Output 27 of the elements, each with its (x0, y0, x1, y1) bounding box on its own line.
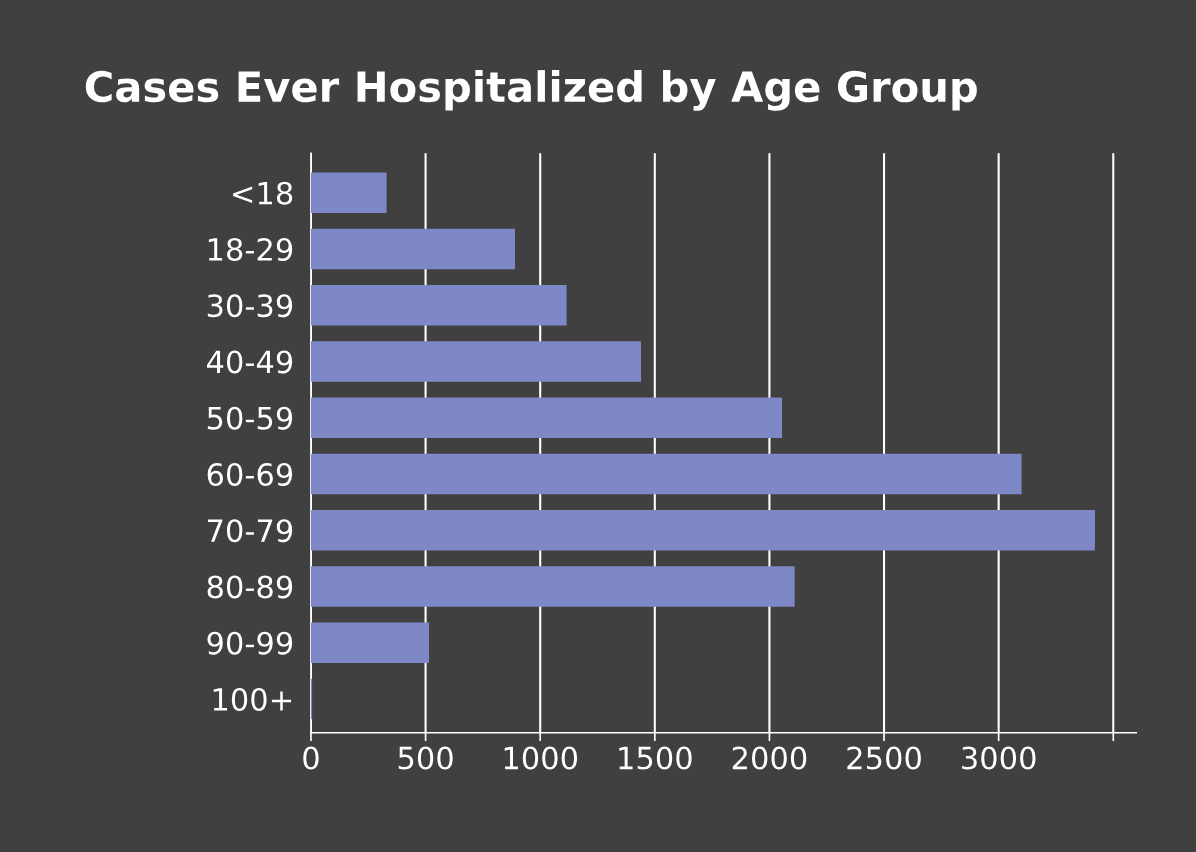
x-tick-label: 0 (303, 746, 319, 770)
y-tick-label: 18-29 (208, 237, 293, 262)
y-tick-label: 100+ (213, 687, 292, 712)
y-tick-label: 60-69 (207, 462, 293, 487)
x-tick-label: 3000 (962, 746, 1036, 770)
bar (310, 566, 795, 607)
bar (310, 228, 515, 270)
bar (310, 341, 642, 382)
y-tick-label: 40-49 (207, 350, 293, 374)
chart-title: Cases Ever Hospitalized by Age Group (85, 70, 977, 111)
y-tick-label: 50-59 (207, 406, 293, 430)
x-tick-label: 1500 (619, 746, 692, 770)
bar (310, 622, 430, 663)
y-tick-label: 90-99 (207, 631, 293, 655)
y-tick-label: <18 (233, 181, 293, 205)
bar (310, 453, 1022, 495)
x-tick-label: 1000 (504, 746, 578, 770)
bar (310, 172, 387, 213)
x-tick-label: 2500 (847, 746, 921, 770)
x-tick-label: 500 (398, 746, 453, 770)
y-tick-label: 30-39 (207, 294, 293, 318)
x-tick-label: 2000 (732, 746, 807, 770)
y-tick-label: 80-89 (207, 575, 293, 599)
bar (310, 397, 783, 438)
y-tick-label: 70-79 (208, 519, 293, 543)
bar (310, 509, 1095, 551)
bar (310, 284, 567, 326)
